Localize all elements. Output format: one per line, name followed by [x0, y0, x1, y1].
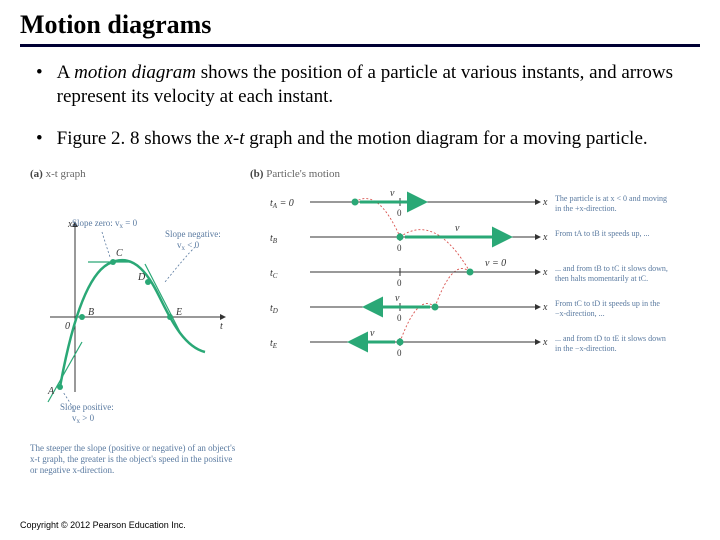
copyright: Copyright © 2012 Pearson Education Inc.	[20, 520, 186, 530]
panel-a: (a) x-t graph x t 0 Slope zero: vx = 0 S…	[30, 168, 240, 475]
svg-text:−x-direction, ...: −x-direction, ...	[555, 309, 605, 318]
panel-b: (b) Particle's motion tA = 0 0 x v The parti…	[250, 168, 690, 475]
svg-text:Slope positive:: Slope positive:	[60, 402, 114, 412]
svg-text:then halts momentarily at tC.: then halts momentarily at tC.	[555, 274, 648, 283]
svg-text:... and from tD to tE it slows: ... and from tD to tE it slows down	[555, 334, 666, 343]
panel-a-footer: The steeper the slope (positive or negat…	[30, 443, 240, 475]
bullet-2: • Figure 2. 8 shows the x-t graph and th…	[30, 127, 690, 151]
svg-text:Slope negative:: Slope negative:	[165, 229, 221, 239]
svg-text:in the −x-direction.: in the −x-direction.	[555, 344, 617, 353]
svg-text:tE: tE	[270, 338, 278, 350]
svg-text:From tA to tB it speeds up, ..: From tA to tB it speeds up, ...	[555, 229, 649, 238]
svg-text:tA = 0: tA = 0	[270, 198, 294, 210]
slide-title: Motion diagrams	[20, 10, 700, 47]
svg-text:x: x	[542, 232, 548, 243]
panel-b-label: (b) Particle's motion	[250, 168, 690, 180]
xt-graph: x t 0 Slope zero: vx = 0 Slope negative:…	[30, 182, 240, 432]
svg-text:v: v	[390, 188, 395, 199]
figure-area: (a) x-t graph x t 0 Slope zero: vx = 0 S…	[20, 168, 700, 475]
svg-text:C: C	[116, 248, 123, 259]
bullet-1: • A motion diagram shows the position of…	[30, 61, 690, 109]
svg-text:tC: tC	[270, 268, 278, 280]
bullet-2-text: Figure 2. 8 shows the x-t graph and the …	[57, 127, 690, 151]
svg-text:Slope zero: vx = 0: Slope zero: vx = 0	[72, 218, 138, 230]
svg-text:B: B	[88, 307, 94, 318]
svg-text:v: v	[455, 223, 460, 234]
svg-text:x: x	[542, 197, 548, 208]
bullet-dot: •	[36, 61, 43, 109]
panel-a-label: (a) x-t graph	[30, 168, 240, 180]
bullet-dot: •	[36, 127, 43, 151]
svg-text:0: 0	[397, 313, 402, 323]
bullet-1-text: A motion diagram shows the position of a…	[57, 61, 690, 109]
svg-text:0: 0	[397, 208, 402, 218]
svg-text:v: v	[370, 328, 375, 339]
svg-text:tD: tD	[270, 303, 278, 315]
svg-text:t: t	[220, 321, 223, 332]
svg-text:tB: tB	[270, 233, 278, 245]
svg-text:0: 0	[65, 321, 70, 332]
svg-text:0: 0	[397, 278, 402, 288]
svg-text:0: 0	[397, 348, 402, 358]
svg-text:in the +x-direction.: in the +x-direction.	[555, 204, 617, 213]
svg-text:v: v	[395, 293, 400, 304]
svg-text:0: 0	[397, 243, 402, 253]
svg-text:x: x	[542, 302, 548, 313]
svg-text:A: A	[47, 386, 55, 397]
svg-text:vx > 0: vx > 0	[72, 413, 95, 425]
svg-text:D: D	[137, 272, 146, 283]
svg-text:v = 0: v = 0	[485, 258, 506, 269]
svg-text:x: x	[542, 337, 548, 348]
motion-diagram: tA = 0 0 x v The particle is at x < 0 and mo…	[250, 182, 690, 367]
svg-text:The particle is at x < 0 and m: The particle is at x < 0 and moving	[555, 194, 667, 203]
svg-text:E: E	[175, 307, 182, 318]
svg-text:... and from tB to tC it slows: ... and from tB to tC it slows down,	[555, 264, 668, 273]
svg-text:From tC to tD it speeds up in: From tC to tD it speeds up in the	[555, 299, 660, 308]
svg-text:vx < 0: vx < 0	[177, 240, 200, 252]
svg-text:x: x	[542, 267, 548, 278]
